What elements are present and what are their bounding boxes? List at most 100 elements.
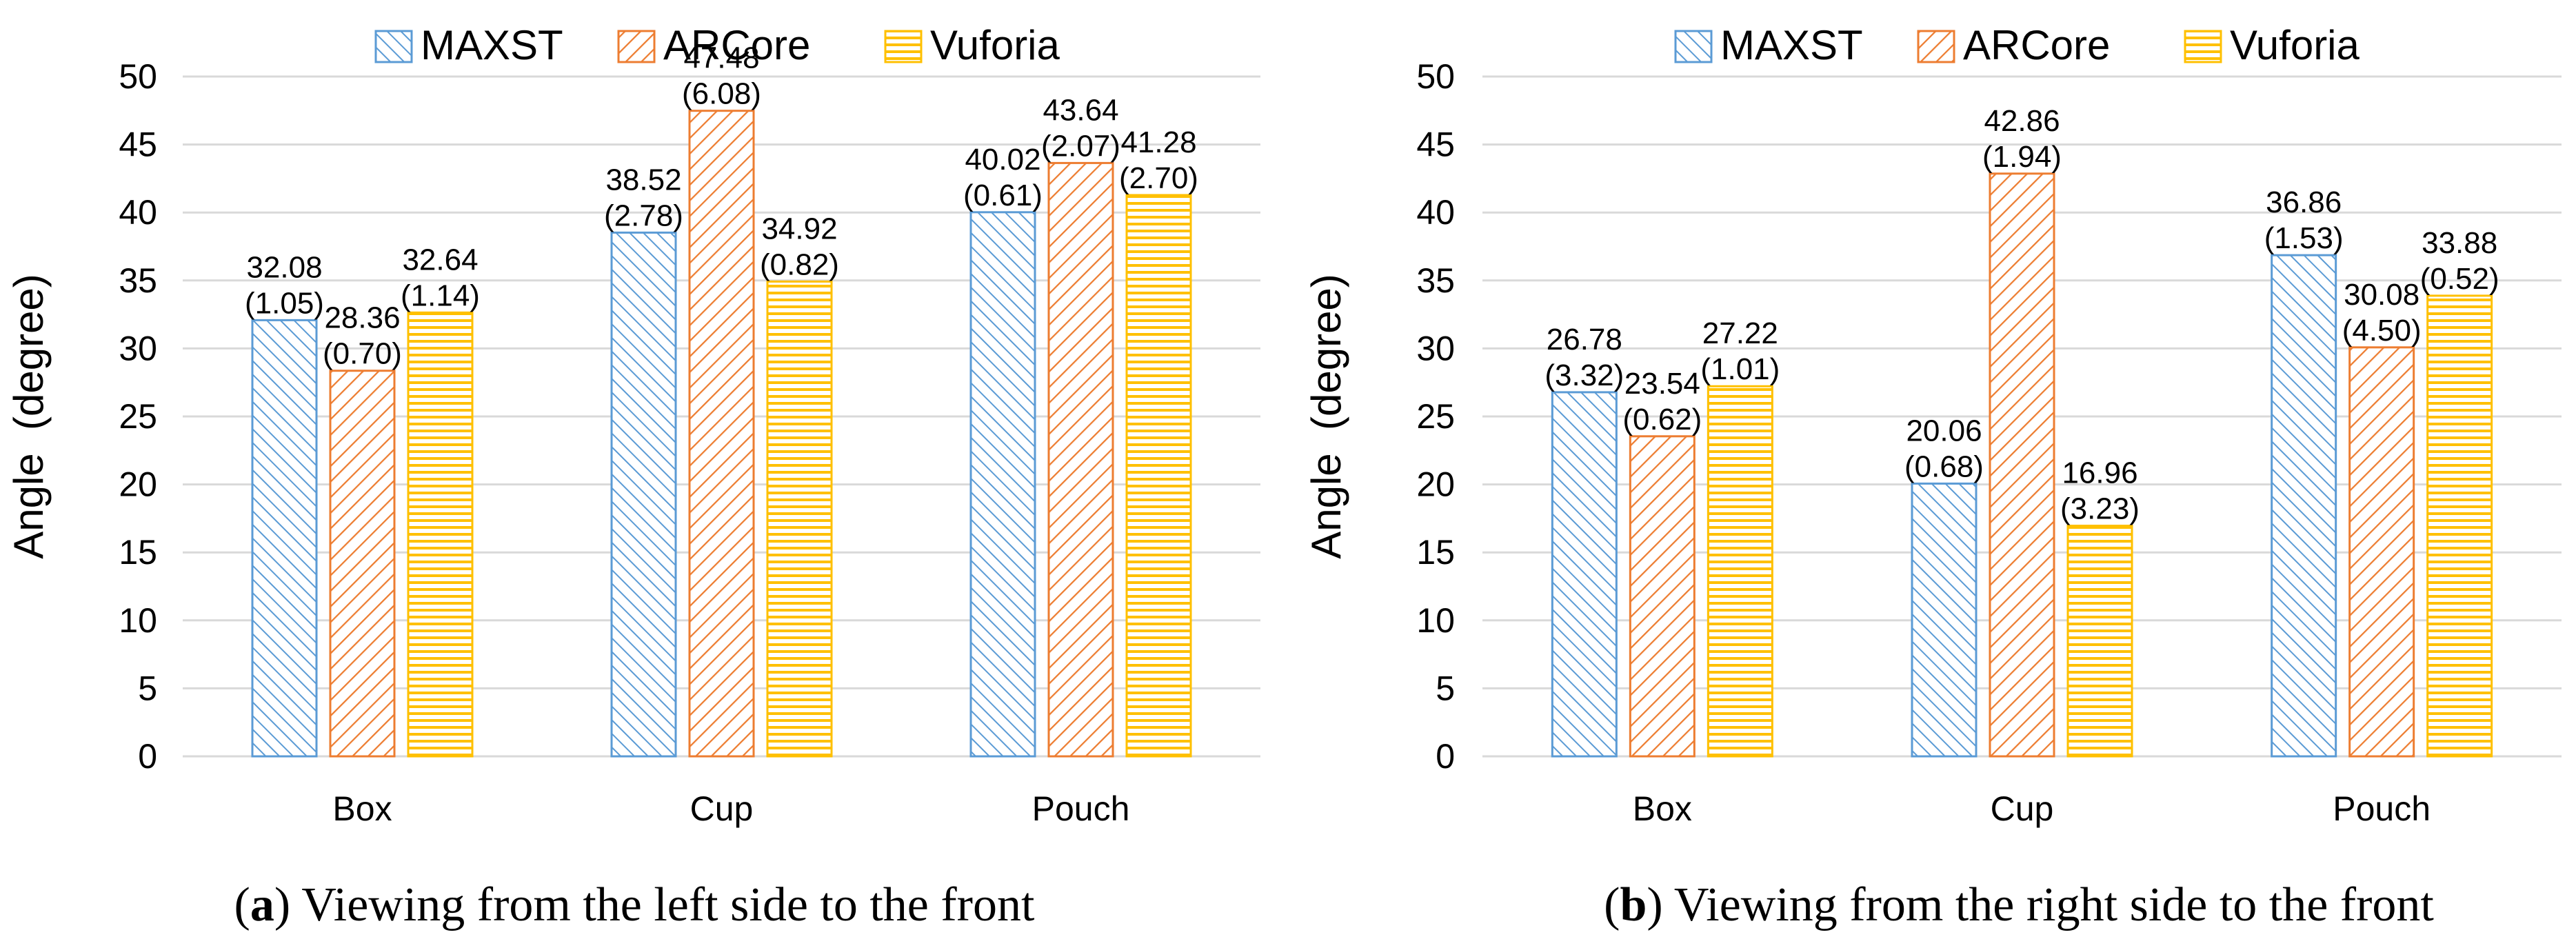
y-tick-label: 35 [119,261,157,300]
data-label-value: 30.08 [2344,278,2419,312]
y-tick-label: 25 [1416,397,1455,436]
legend-swatch-arcore [617,30,656,63]
y-tick-label: 5 [138,669,157,707]
data-label-value: 32.64 [402,243,478,276]
bar-vuforia-box [1707,385,1773,758]
data-label-sd: (0.52) [2420,262,2499,296]
data-label-value: 41.28 [1120,125,1196,159]
y-tick-label: 40 [119,193,157,232]
x-tick-label: Cup [1991,789,2054,828]
y-tick-label: 30 [119,329,157,367]
x-tick-label: Cup [690,789,754,828]
bar-arcore-cup [1989,172,2055,758]
panel-caption: (a) Viewing from the left side to the fr… [234,878,1035,931]
y-tick-label: 35 [1416,261,1455,300]
legend-label-arcore: ARCore [1963,22,2110,68]
data-label-sd: (0.68) [1904,450,1984,483]
bar-maxst-pouch [969,211,1036,758]
y-tick-label: 50 [119,57,157,96]
legend-label-maxst: MAXST [421,22,563,68]
legend-label-vuforia: Vuforia [930,22,1060,68]
data-label-sd: (1.53) [2264,221,2344,255]
bar-arcore-cup [688,110,755,758]
data-label-value: 34.92 [761,212,837,245]
legend-swatch-arcore [1917,30,1955,63]
data-label-value: 42.86 [1984,104,2060,138]
y-tick-label: 0 [138,737,157,776]
bar-arcore-box [329,370,396,758]
data-label-sd: (2.78) [604,199,683,232]
y-tick-label: 15 [1416,533,1455,572]
panel-caption: (b) Viewing from the right side to the f… [1604,878,2434,931]
legend-swatch-vuforia [884,30,923,63]
data-label-value: 23.54 [1624,367,1700,401]
x-tick-label: Box [1633,789,1692,828]
data-label-value: 47.48 [683,41,759,75]
data-label-value: 33.88 [2422,226,2497,260]
legend-swatch-vuforia [2184,30,2222,63]
data-label-value: 43.64 [1043,93,1118,127]
bar-maxst-box [1551,391,1618,758]
y-tick-label: 10 [1416,601,1455,640]
data-label-sd: (6.08) [682,77,761,111]
legend: MAXST ARCore Vuforia [374,22,1060,68]
x-tick-label: Pouch [2333,789,2431,828]
data-label-value: 16.96 [2062,456,2137,490]
bar-maxst-box [251,319,318,758]
legend-label-maxst: MAXST [1720,22,1863,68]
data-label-sd: (0.62) [1622,403,1702,436]
bar-vuforia-pouch [1125,194,1192,758]
y-tick-label: 20 [119,465,157,504]
legend-label-vuforia: Vuforia [2230,22,2360,68]
legend-swatch-maxst [374,30,413,63]
bar-vuforia-cup [2066,525,2133,758]
data-label-sd: (0.61) [963,179,1043,212]
data-label-sd: (1.94) [1982,140,2062,174]
y-tick-label: 30 [1416,329,1455,367]
legend: MAXST ARCore Vuforia [1674,22,2360,68]
data-label-value: 27.22 [1702,316,1778,350]
y-axis-label: Angle (degree) [1303,274,1349,559]
legend-swatch-maxst [1674,30,1713,63]
bar-vuforia-pouch [2426,294,2493,758]
data-label-sd: (0.70) [323,337,402,371]
y-tick-label: 15 [119,533,157,572]
data-label-sd: (0.82) [760,248,839,281]
data-label-sd: (1.01) [1700,352,1780,386]
bar-vuforia-box [407,311,474,758]
data-label-sd: (3.23) [2060,492,2140,526]
y-tick-label: 0 [1436,737,1455,776]
bar-arcore-pouch [2348,346,2415,758]
bar-arcore-pouch [1047,161,1114,758]
panel-letter: b [1620,878,1647,931]
bar-maxst-cup [1911,482,1978,758]
y-tick-label: 50 [1416,57,1455,96]
y-tick-label: 45 [1416,125,1455,164]
data-label-sd: (1.05) [245,286,324,320]
y-tick-label: 20 [1416,465,1455,504]
data-label-sd: (3.32) [1544,359,1624,392]
caption-paren-open: ( [1604,878,1620,931]
y-axis-label: Angle (degree) [6,274,52,559]
data-label-sd: (2.70) [1119,161,1198,195]
caption-text: Viewing from the left side to the front [301,878,1035,931]
data-label-value: 20.06 [1906,414,1982,447]
legend-label-arcore: ARCore [663,22,810,68]
data-label-value: 28.36 [324,301,400,335]
data-label-value: 40.02 [965,143,1040,177]
caption-paren-close: ) [1647,878,1674,931]
x-tick-label: Pouch [1032,789,1130,828]
y-tick-label: 45 [119,125,157,164]
data-label-value: 26.78 [1547,323,1622,356]
data-label-value: 36.86 [2266,185,2342,219]
data-label-sd: (2.07) [1041,129,1120,163]
data-label-sd: (4.50) [2342,314,2422,347]
bar-maxst-cup [610,231,677,758]
bar-arcore-box [1629,435,1695,758]
bar-vuforia-cup [766,280,833,758]
y-tick-label: 10 [119,601,157,640]
